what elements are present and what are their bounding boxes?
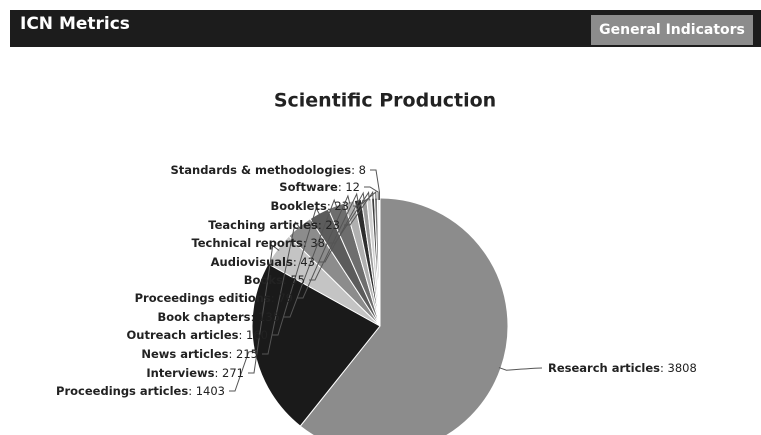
- label-name: Technical reports: [191, 236, 303, 250]
- leader-line: [498, 367, 543, 371]
- label-name: Books: [244, 273, 283, 287]
- label-name: Proceedings articles: [56, 384, 188, 398]
- leader-line: [344, 190, 374, 226]
- slice-label: Technical reports: 38: [191, 236, 325, 250]
- label-value: 23: [334, 199, 349, 213]
- slice-label: Outreach articles: 160: [127, 328, 268, 342]
- label-separator: :: [271, 291, 279, 305]
- app-title: ICN Metrics: [20, 14, 130, 34]
- label-name: Teaching articles: [208, 218, 318, 232]
- label-separator: :: [660, 361, 668, 375]
- label-value: 79: [278, 291, 293, 305]
- label-separator: :: [188, 384, 196, 398]
- label-value: 23: [325, 218, 340, 232]
- slice-label: Audiovisuals: 43: [211, 255, 315, 269]
- label-value: 8: [359, 163, 366, 177]
- label-value: 271: [222, 366, 244, 380]
- label-separator: :: [229, 347, 237, 361]
- chart-title: Scientific Production: [274, 90, 496, 112]
- slice-label: Book chapters: 135: [157, 310, 280, 324]
- leader-line: [329, 191, 370, 244]
- slice-label: Research articles: 3808: [548, 361, 697, 375]
- label-value: 3808: [668, 361, 697, 375]
- slice-label: Standards & methodologies: 8: [170, 163, 366, 177]
- label-separator: :: [293, 255, 301, 269]
- label-name: Interviews: [146, 366, 214, 380]
- leader-line: [309, 192, 359, 281]
- label-name: Standards & methodologies: [170, 163, 351, 177]
- label-name: Research articles: [548, 361, 660, 375]
- label-value: 160: [246, 328, 268, 342]
- label-name: Software: [279, 180, 338, 194]
- label-name: Booklets: [271, 199, 327, 213]
- leader-line: [297, 194, 351, 299]
- label-name: Book chapters: [157, 310, 250, 324]
- label-name: Proceedings editions: [135, 291, 271, 305]
- label-separator: :: [327, 199, 335, 213]
- slice-label: Software: 12: [279, 180, 360, 194]
- label-separator: :: [283, 273, 291, 287]
- leader-line: [370, 169, 380, 201]
- leader-line: [229, 349, 257, 392]
- slice-label: Proceedings editions: 79: [135, 291, 293, 305]
- slice-label: News articles: 215: [141, 347, 258, 361]
- leader-line: [262, 221, 301, 355]
- leader-line: [319, 191, 365, 263]
- label-separator: :: [303, 236, 311, 250]
- label-separator: :: [338, 180, 346, 194]
- slice-label: Booklets: 23: [271, 199, 349, 213]
- label-name: Outreach articles: [127, 328, 239, 342]
- slice-label: Teaching articles: 23: [208, 218, 340, 232]
- leader-line: [284, 198, 338, 318]
- label-separator: :: [351, 163, 359, 177]
- label-name: Audiovisuals: [211, 255, 293, 269]
- label-value: 43: [300, 255, 315, 269]
- nav-button[interactable]: General Indicators: [591, 15, 753, 45]
- leader-line: [353, 191, 377, 207]
- leader-line: [248, 244, 280, 374]
- label-separator: :: [215, 366, 223, 380]
- label-value: 1403: [196, 384, 225, 398]
- label-value: 135: [258, 310, 280, 324]
- label-separator: :: [251, 310, 259, 324]
- label-value: 38: [310, 236, 325, 250]
- label-value: 215: [236, 347, 258, 361]
- slice-label: Interviews: 271: [146, 366, 244, 380]
- header-bar: ICN Metrics General Indicators: [10, 10, 761, 47]
- label-separator: :: [318, 218, 326, 232]
- leader-line: [272, 206, 321, 336]
- label-value: 12: [345, 180, 360, 194]
- leader-line: [364, 186, 379, 201]
- slice-label: Proceedings articles: 1403: [56, 384, 225, 398]
- slice-label: Books: 55: [244, 273, 305, 287]
- label-name: News articles: [141, 347, 228, 361]
- label-separator: :: [239, 328, 247, 342]
- label-value: 55: [290, 273, 305, 287]
